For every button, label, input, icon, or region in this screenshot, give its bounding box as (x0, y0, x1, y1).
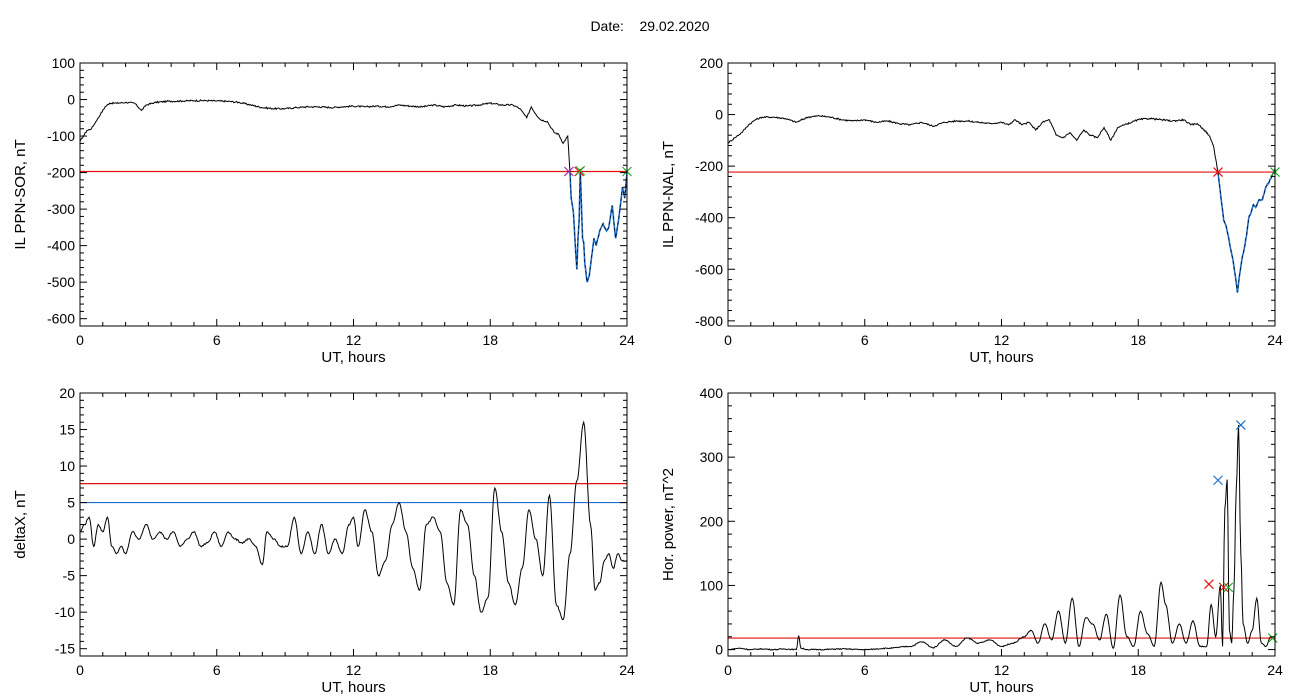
x-tick-label: 24 (1267, 332, 1283, 348)
y-tick-label: 10 (59, 458, 75, 474)
data-series-overlay (1217, 168, 1275, 293)
plot-frame (727, 62, 1276, 327)
x-tick-label: 18 (1130, 662, 1146, 678)
x-tick-label: 12 (346, 662, 362, 678)
y-tick-label: 200 (700, 55, 724, 71)
x-tick-label: 24 (619, 662, 635, 678)
chart-panel-2: 0 6 12 18 24 200 0 -200 -400 -600 -800 UT, hours IL … (660, 55, 1283, 366)
data-series-1 (80, 99, 571, 173)
data-series-1 (80, 420, 627, 621)
plot-frame (79, 392, 628, 657)
data-series-1 (728, 425, 1275, 651)
y-tick-label: 0 (715, 107, 723, 123)
event-marker-2 (1213, 475, 1223, 486)
data-series-2 (1217, 168, 1275, 293)
y-tick-label: -300 (47, 201, 75, 217)
y-tick-label: -100 (47, 128, 75, 144)
x-axis-label: UT, hours (969, 349, 1033, 366)
x-tick-label: 0 (76, 332, 84, 348)
chart-panel-3: 0 6 12 18 24 20 15 10 5 0 -5 -10 -15 UT, hours deltaX,… (12, 385, 635, 696)
y-tick-label: 100 (700, 577, 724, 593)
y-tick-label: -200 (695, 158, 723, 174)
y-tick-label: 400 (700, 385, 724, 401)
x-tick-label: 0 (724, 332, 732, 348)
x-tick-label: 0 (724, 662, 732, 678)
x-tick-label: 0 (76, 662, 84, 678)
x-tick-label: 12 (346, 332, 362, 348)
x-axis-label: UT, hours (321, 349, 385, 366)
y-tick-label: -400 (47, 238, 75, 254)
x-tick-label: 18 (1130, 332, 1146, 348)
y-tick-label: -5 (63, 568, 76, 584)
y-tick-label: 300 (700, 449, 724, 465)
x-tick-label: 12 (994, 662, 1010, 678)
chart-panel-1: 0 6 12 18 24 100 0 -100 -200 -300 -400 -500 -600 UT, … (12, 55, 635, 366)
y-tick-label: -10 (55, 604, 75, 620)
y-tick-label: 0 (67, 531, 75, 547)
event-marker-3 (575, 165, 586, 176)
date-value: 29.02.2020 (639, 18, 710, 34)
x-tick-label: 6 (861, 662, 869, 678)
x-tick-label: 6 (213, 332, 221, 348)
y-tick-label: 20 (59, 385, 75, 401)
event-marker-3 (1218, 582, 1229, 593)
x-tick-label: 12 (994, 332, 1010, 348)
event-marker-1 (1203, 579, 1214, 590)
y-tick-label: -400 (695, 210, 723, 226)
event-marker-6 (1267, 633, 1278, 643)
y-tick-label: -500 (47, 274, 75, 290)
chart-panel-4: 0 6 12 18 24 400 300 200 100 0 UT, hours Hor. power… (660, 385, 1283, 696)
y-tick-label: -200 (47, 165, 75, 181)
y-axis-label: deltaX, nT (12, 490, 29, 558)
event-marker-1 (1213, 167, 1223, 177)
y-tick-label: -600 (47, 311, 75, 327)
x-axis-label: UT, hours (321, 679, 385, 696)
y-axis-label: IL PPN-SOR, nT (12, 139, 29, 249)
y-tick-label: 15 (59, 422, 75, 438)
event-marker-1 (563, 166, 574, 177)
event-marker-4 (1223, 582, 1234, 593)
plot-frame (727, 392, 1276, 657)
y-tick-label: 100 (52, 55, 76, 71)
x-tick-label: 24 (619, 332, 635, 348)
y-tick-label: 0 (715, 642, 723, 658)
figure-header: Date: 29.02.2020 (0, 18, 1300, 34)
x-tick-label: 18 (482, 332, 498, 348)
y-tick-label: 0 (67, 92, 75, 108)
y-axis-label: Hor. power, nT^2 (660, 468, 677, 581)
y-tick-label: 200 (700, 513, 724, 529)
x-axis-label: UT, hours (969, 679, 1033, 696)
x-tick-label: 18 (482, 662, 498, 678)
data-series-1 (728, 114, 1219, 173)
event-marker-5 (1235, 420, 1246, 430)
y-axis-label: IL PPN-NAL, nT (660, 141, 677, 248)
data-series-overlay (569, 168, 627, 283)
x-tick-label: 6 (861, 332, 869, 348)
date-label: Date: (590, 18, 624, 34)
y-tick-label: -800 (695, 313, 723, 329)
y-tick-label: -15 (55, 641, 75, 657)
x-tick-label: 6 (213, 662, 221, 678)
y-tick-label: 5 (67, 495, 75, 511)
y-tick-label: -600 (695, 261, 723, 277)
x-tick-label: 24 (1267, 662, 1283, 678)
